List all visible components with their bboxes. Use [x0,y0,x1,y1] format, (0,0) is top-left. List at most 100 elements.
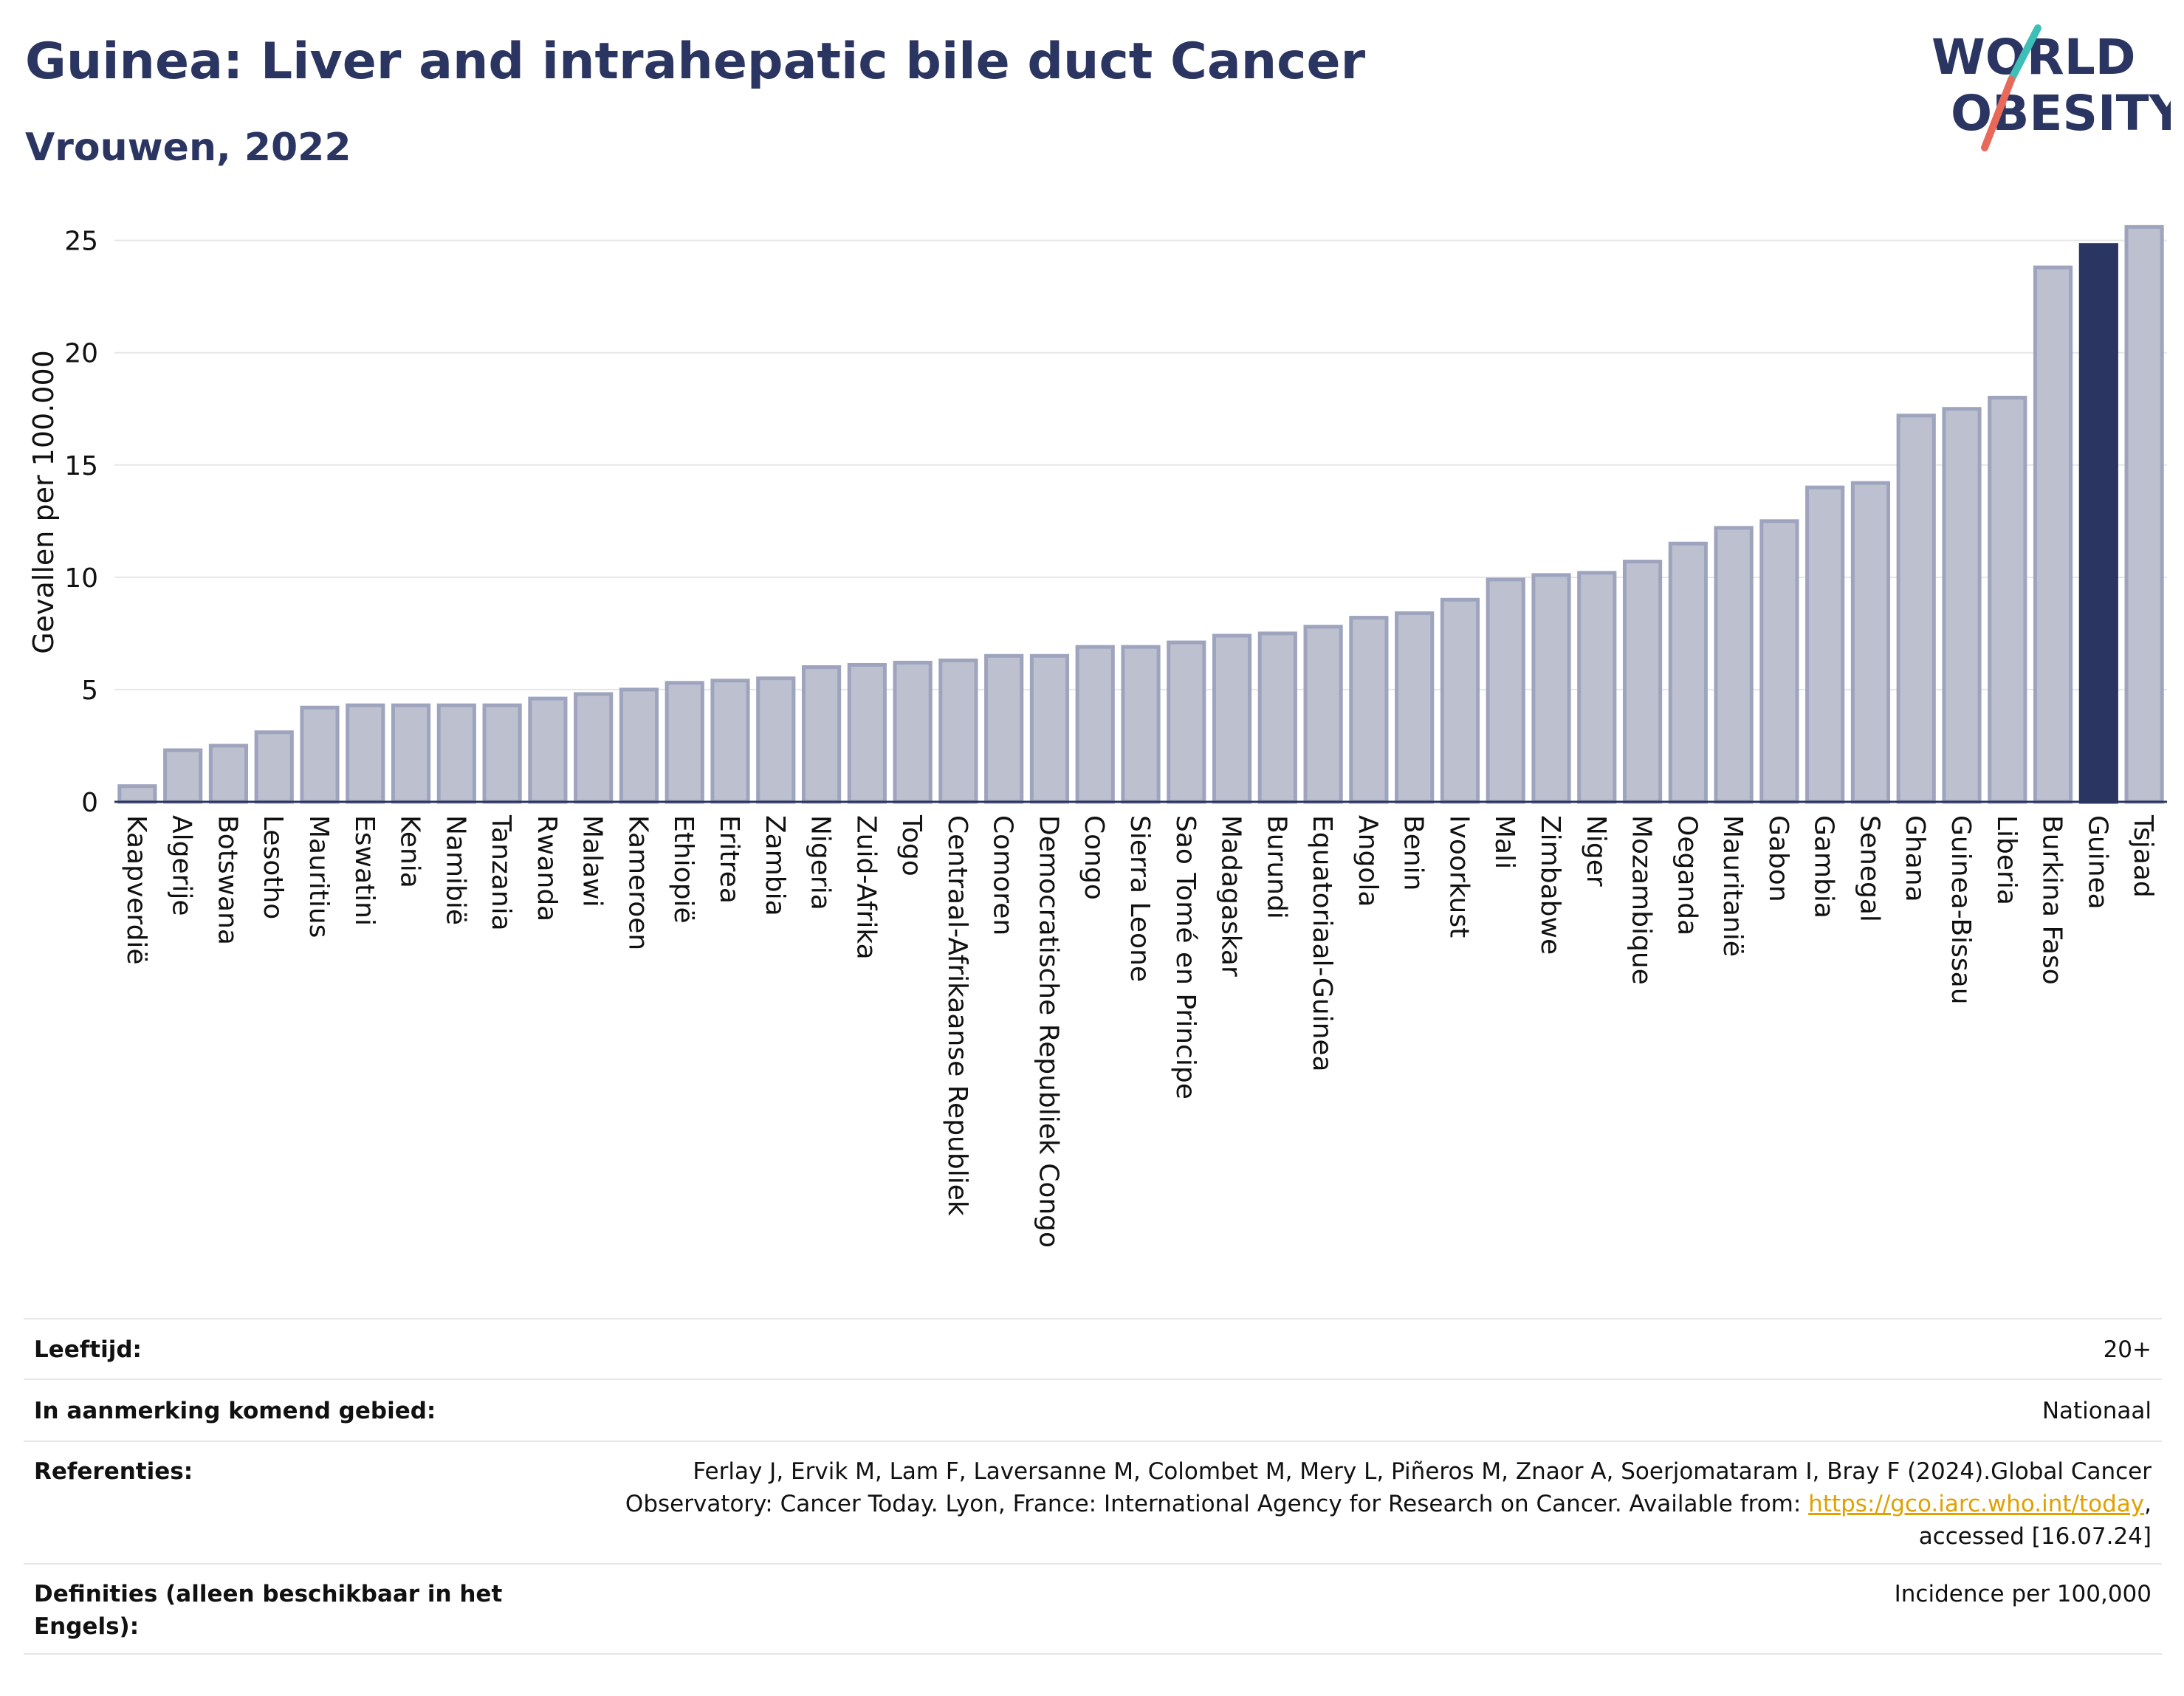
chart-subtitle: Vrouwen, 2022 [25,126,351,170]
meta-value: Ferlay J, Ervik M, Lam F, Laversanne M, … [601,1455,2152,1553]
bar-burkina-faso [2033,265,2073,804]
x-tick-label: Kenia [395,815,425,888]
logo-slash-teal [2008,24,2042,83]
bar-mozambique [1622,560,1663,804]
y-axis-label: Gevallen per 100.000 [27,350,60,654]
bar-togo [893,660,933,804]
bar-mauritius [300,705,340,804]
bar-malawi [574,692,614,804]
bar-gambia [1805,485,1845,804]
meta-label: Definities (alleen beschikbaar in het En… [34,1581,503,1640]
reference-link[interactable]: https://gco.iarc.who.int/today [1808,1491,2145,1517]
bar-tsjaad [2124,224,2164,804]
reference-line-3: accessed [16.07.24] [1918,1523,2152,1550]
bar-mauritani- [1714,526,1754,804]
x-tick-label: Guinea-Bissau [1946,815,1976,1005]
bar-angola [1349,616,1389,804]
chart-title: Guinea: Liver and intrahepatic bile duct… [25,32,1366,91]
bar-kameroen [619,687,659,804]
bar-guinea [2078,243,2118,804]
bar-senegal [1850,481,1891,804]
x-tick-label: Kameroen [622,815,653,950]
bar-centraal-afrikaanse-republiek [938,658,978,804]
bar-ghana [1896,413,1936,804]
bar-nigeria [801,665,842,804]
x-tick-label: Burundi [1261,815,1291,919]
bar-zuid-afrika [847,662,887,804]
bar-algerije [163,748,203,804]
x-tick-label: Benin [1398,815,1429,890]
x-tick-label: Guinea [2082,815,2112,910]
bar-democratische-republiek-congo [1029,653,1070,804]
x-tick-label: Zimbabwe [1535,815,1565,955]
bar-comoren [984,653,1024,804]
x-tick-label: Mali [1489,815,1519,869]
x-tick-label: Nigeria [806,815,836,910]
x-tick-label: Tanzania [486,814,516,931]
x-tick-label: Centraal-Afrikaanse Republiek [942,815,972,1216]
bar-namibi- [436,703,476,804]
bar-congo [1075,645,1115,804]
x-tick-label: Rwanda [532,815,562,921]
meta-label: Referenties: [34,1458,193,1485]
reference-text: Observatory: Cancer Today. Lyon, France:… [625,1491,1809,1517]
bar-equatoriaal-guinea [1303,625,1343,804]
bar-tanzania [482,703,522,804]
x-tick-label: Ivoorkust [1443,815,1474,938]
x-tick-label: Oeganda [1672,815,1702,935]
x-tick-label: Botswana [212,815,242,945]
bar-lesotho [254,730,294,804]
x-tick-label: Democratische Republiek Congo [1033,815,1063,1248]
x-tick-label: Senegal [1854,815,1884,922]
x-tick-label: Sao Tomé en Principe [1170,815,1201,1099]
metadata-table: Leeftijd: 20+ In aanmerking komend gebie… [24,1318,2162,1655]
x-tick-label: Togo [896,814,927,876]
bar-kenia [391,703,431,804]
world-obesity-logo: WORLD OBESITY [1931,24,2171,151]
x-tick-label: Mauritanië [1717,815,1748,957]
meta-label: Leeftijd: [34,1336,142,1363]
x-tick-label: Eswatini [349,815,380,926]
bar-benin [1395,611,1435,804]
bar-ethiopi- [665,681,704,804]
x-tick-label: Niger [1581,815,1611,887]
y-tick-label: 0 [81,788,98,818]
meta-label: In aanmerking komend gebied: [34,1398,436,1424]
reference-text-post: , [2144,1491,2152,1517]
x-tick-label: Ghana [1900,815,1930,902]
logo-line-2: OBESITY [1951,85,2171,142]
x-tick-label: Equatoriaal-Guinea [1307,815,1337,1072]
x-tick-label: Gabon [1763,815,1793,902]
x-tick-label: Algerije [167,815,197,916]
meta-row-references: Referenties: Ferlay J, Ervik M, Lam F, L… [24,1441,2162,1563]
x-tick-label: Comoren [988,815,1018,935]
y-tick-label: 25 [64,227,98,257]
axis-layer: 0 5 10 15 20 25 Kaapverdië Algerije Botswana Leso… [64,227,2167,1248]
x-tick-label: Tsjaad [2128,814,2158,898]
x-tick-label: Kaapverdië [121,815,151,965]
bar-niger [1577,571,1617,804]
x-tick-label: Ethiopië [668,815,698,924]
x-tick-label: Zambia [760,815,790,916]
y-tick-label: 15 [64,451,98,481]
x-tick-label: Sierra Leone [1124,815,1155,982]
meta-value: 20+ [2103,1336,2152,1363]
y-tick-label: 5 [81,676,98,706]
x-tick-label: Malawi [577,815,608,907]
logo-slash-red [1981,76,2015,151]
y-tick-label: 10 [64,563,98,594]
bar-sao-tom-en-principe [1167,640,1206,804]
x-tick-label: Mauritius [303,815,334,938]
bars-layer [117,224,2164,804]
reference-line-1: Ferlay J, Ervik M, Lam F, Laversanne M, … [693,1458,2152,1485]
meta-row-definitions: Definities (alleen beschikbaar in het En… [24,1563,2162,1655]
x-tick-label: Namibië [440,815,470,925]
meta-row-age: Leeftijd: 20+ [24,1318,2162,1379]
bar-chart: 0 5 10 15 20 25 Kaapverdië Algerije Botswana Leso… [27,224,2167,1248]
bar-burundi [1257,631,1297,804]
bar-sierra-leone [1121,645,1161,804]
bar-rwanda [528,696,568,804]
bar-kaapverdi- [117,784,157,804]
bar-guinea-bissau [1942,407,1982,804]
x-tick-label: Congo [1079,815,1109,900]
